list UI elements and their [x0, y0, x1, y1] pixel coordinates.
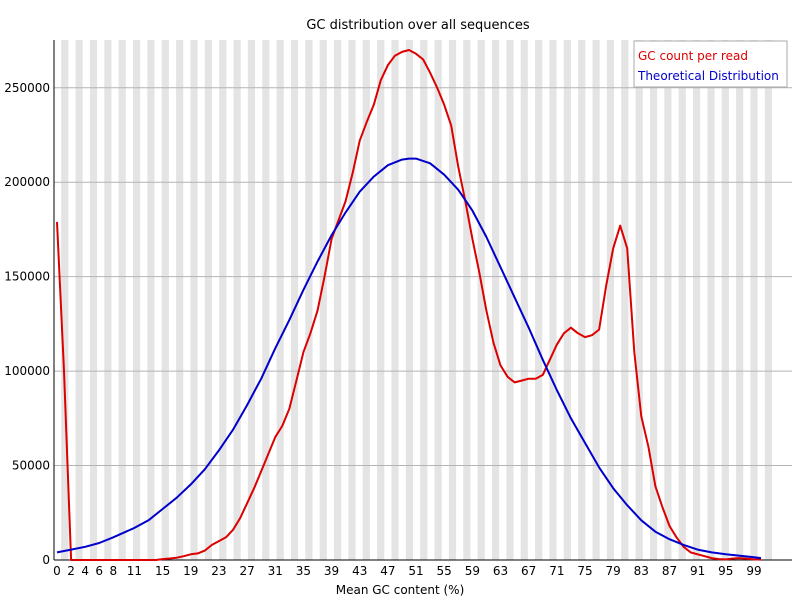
x-tick-label: 55 [437, 564, 452, 578]
x-tick-label: 27 [239, 564, 254, 578]
x-tick-label: 8 [109, 564, 117, 578]
background-band [606, 40, 615, 560]
x-tick-label: 63 [493, 564, 508, 578]
x-tick-label: 51 [408, 564, 423, 578]
y-tick-labels: 0 50000 100000 150000 200000 250000 [4, 81, 50, 567]
background-band [592, 40, 600, 560]
y-tick-label: 150000 [4, 270, 50, 284]
background-band [377, 40, 385, 560]
background-band [204, 40, 212, 560]
background-band [721, 40, 729, 560]
x-tick-label: 31 [268, 564, 283, 578]
background-band [448, 40, 457, 560]
x-tick-label: 23 [211, 564, 226, 578]
background-band [491, 40, 500, 560]
background-band [535, 40, 543, 560]
x-tick-label: 4 [81, 564, 89, 578]
x-tick-label: 75 [577, 564, 592, 578]
background-band [420, 40, 428, 560]
chart-title: GC distribution over all sequences [306, 18, 530, 33]
x-tick-label: 87 [662, 564, 677, 578]
background-band [434, 40, 442, 560]
background-band [334, 40, 342, 560]
background-band [621, 40, 629, 560]
background-band [506, 40, 514, 560]
x-tick-label: 95 [718, 564, 733, 578]
x-tick-label: 39 [324, 564, 339, 578]
background-band [764, 40, 772, 560]
x-tick-label: 59 [465, 564, 480, 578]
y-tick-label: 200000 [4, 175, 50, 189]
background-band [348, 40, 356, 560]
background-band [707, 40, 715, 560]
background-band [664, 40, 672, 560]
background-bands [61, 40, 772, 560]
x-tick-label: 6 [95, 564, 103, 578]
x-tick-label: 71 [549, 564, 564, 578]
x-tick-label: 67 [521, 564, 536, 578]
y-tick-label: 0 [42, 553, 50, 567]
legend-box [633, 40, 788, 88]
background-band [104, 40, 112, 560]
background-band [520, 40, 528, 560]
x-tick-labels: 0 2 4 6 8 11 15 19 23 27 31 35 39 43 47 51 55 59 63 67 71 75 7… [53, 564, 761, 578]
background-band [262, 40, 270, 560]
y-tick-label: 100000 [4, 364, 50, 378]
x-tick-label: 15 [155, 564, 170, 578]
background-band [219, 40, 227, 560]
background-band [405, 40, 413, 560]
background-band [118, 40, 126, 560]
background-band [736, 40, 744, 560]
background-band [190, 40, 198, 560]
background-band [362, 40, 370, 560]
x-tick-label: 91 [690, 564, 705, 578]
background-band [463, 40, 471, 560]
background-band [319, 40, 327, 560]
background-band [391, 40, 399, 560]
x-tick-label: 99 [746, 564, 761, 578]
legend-item-theoretical: Theoretical Distribution [637, 69, 779, 83]
x-tick-label: 79 [606, 564, 621, 578]
x-tick-label: 43 [352, 564, 367, 578]
x-tick-label: 83 [634, 564, 649, 578]
background-band [750, 40, 758, 560]
x-tick-label: 19 [183, 564, 198, 578]
series-lines [56, 49, 762, 561]
background-band [147, 40, 155, 560]
background-band [247, 40, 256, 560]
background-band [635, 40, 643, 560]
background-band [161, 40, 169, 560]
legend-item-gc-count: GC count per read [638, 49, 748, 63]
x-tick-label: 35 [296, 564, 311, 578]
y-tick-label: 50000 [12, 459, 50, 473]
background-band [290, 40, 299, 560]
x-tick-label: 0 [53, 564, 61, 578]
background-band [89, 40, 98, 560]
legend: GC count per read Theoretical Distributi… [633, 40, 788, 88]
x-tick-label: 11 [127, 564, 142, 578]
x-tick-label: 2 [67, 564, 75, 578]
background-band [305, 40, 313, 560]
background-band [649, 40, 658, 560]
background-band [477, 40, 485, 560]
background-band [693, 40, 701, 560]
series-line-gc-count [56, 49, 762, 561]
background-band [61, 40, 69, 560]
background-band [578, 40, 586, 560]
background-band [276, 40, 284, 560]
background-band [132, 40, 141, 560]
background-band [678, 40, 686, 560]
axes [53, 40, 792, 561]
background-band [233, 40, 241, 560]
x-tick-label: 47 [380, 564, 395, 578]
gridlines [54, 87, 792, 467]
background-band [75, 40, 83, 560]
series-line-theoretical [56, 157, 762, 560]
background-band [563, 40, 571, 560]
background-band [549, 40, 557, 560]
x-axis-title: Mean GC content (%) [336, 583, 465, 597]
background-band [176, 40, 184, 560]
y-tick-label: 250000 [4, 81, 50, 95]
